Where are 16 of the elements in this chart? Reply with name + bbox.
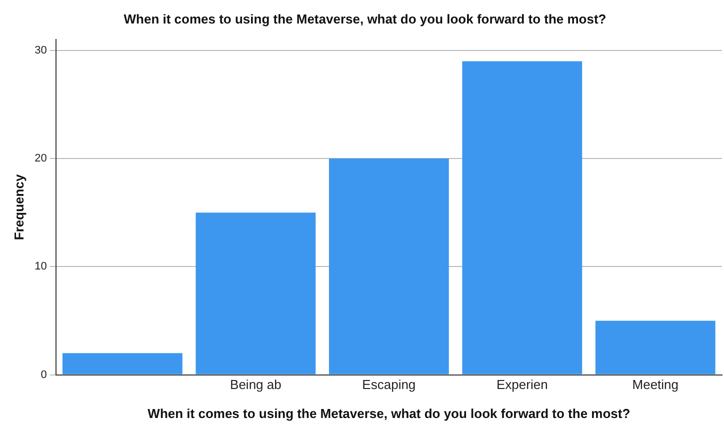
y-tick-label: 20 bbox=[34, 152, 47, 165]
y-tick-label: 30 bbox=[34, 44, 47, 56]
x-tick-label: Experien bbox=[496, 377, 548, 392]
y-tick-label: 10 bbox=[34, 260, 47, 273]
bar bbox=[62, 353, 182, 374]
x-tick-label: Meeting bbox=[632, 377, 679, 392]
x-tick-label: Escaping bbox=[362, 377, 416, 392]
x-axis-title: When it comes to using the Metaverse, what do you look forward to the most? bbox=[148, 406, 630, 421]
bar bbox=[462, 61, 582, 374]
bar bbox=[328, 158, 449, 374]
bar bbox=[196, 212, 316, 374]
x-tick-label: Being ab bbox=[230, 377, 282, 392]
y-tick-label: 0 bbox=[40, 368, 47, 381]
chart-title: When it comes to using the Metaverse, what do you look forward to the most? bbox=[124, 11, 606, 26]
y-axis-title: Frequency bbox=[11, 174, 26, 240]
bar bbox=[595, 320, 716, 374]
